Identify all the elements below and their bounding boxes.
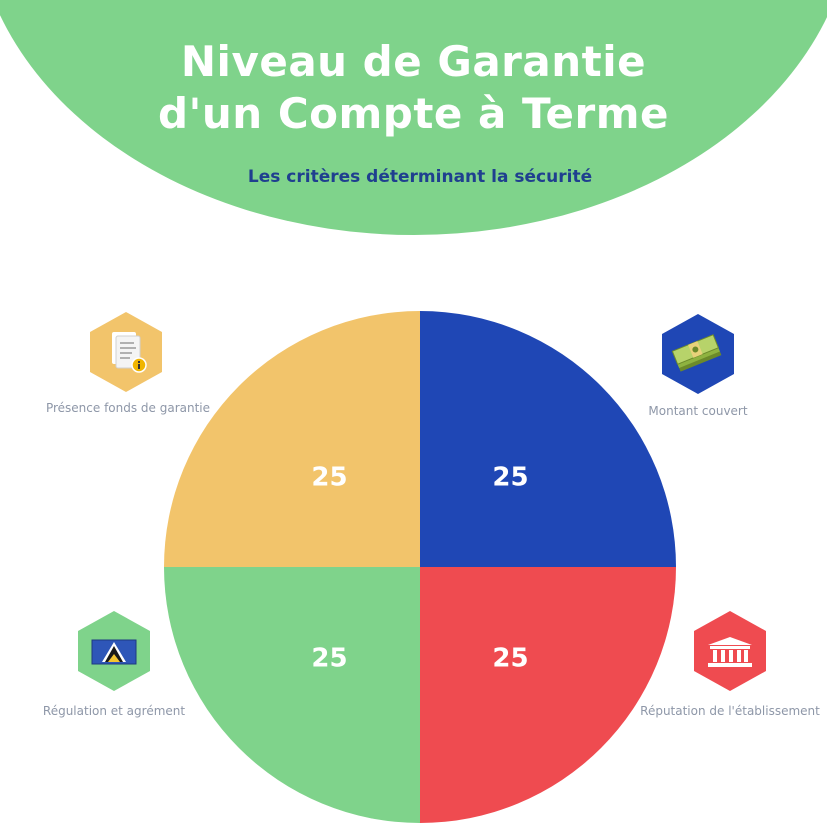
page-title: Niveau de Garantie d'un Compte à Terme — [0, 36, 827, 140]
money-icon — [660, 312, 736, 396]
page-subtitle: Les critères déterminant la sécurité — [247, 167, 593, 187]
data-label-montant-couvert: 25 — [492, 462, 528, 492]
title-line-2: d'un Compte à Terme — [157, 89, 670, 138]
legend-label-montant-couvert: Montant couvert — [648, 404, 748, 418]
pie-slice-reputation — [420, 567, 676, 823]
pie-slice-regulation — [164, 567, 420, 823]
flag-icon — [76, 609, 152, 693]
data-label-regulation: 25 — [311, 644, 347, 674]
pie-slice-presence-fonds — [164, 311, 420, 567]
legend-label-regulation: Régulation et agrément — [42, 704, 186, 718]
document-info-icon — [88, 310, 164, 394]
title-line-1: Niveau de Garantie — [180, 37, 647, 86]
data-label-presence-fonds: 25 — [311, 462, 347, 492]
legend-label-reputation: Réputation de l'établissement — [640, 704, 820, 718]
legend-label-presence-fonds: Présence fonds de garantie — [45, 401, 211, 415]
pie-slice-montant-couvert — [420, 311, 676, 567]
data-label-reputation: 25 — [492, 644, 528, 674]
bank-building-icon — [692, 609, 768, 693]
